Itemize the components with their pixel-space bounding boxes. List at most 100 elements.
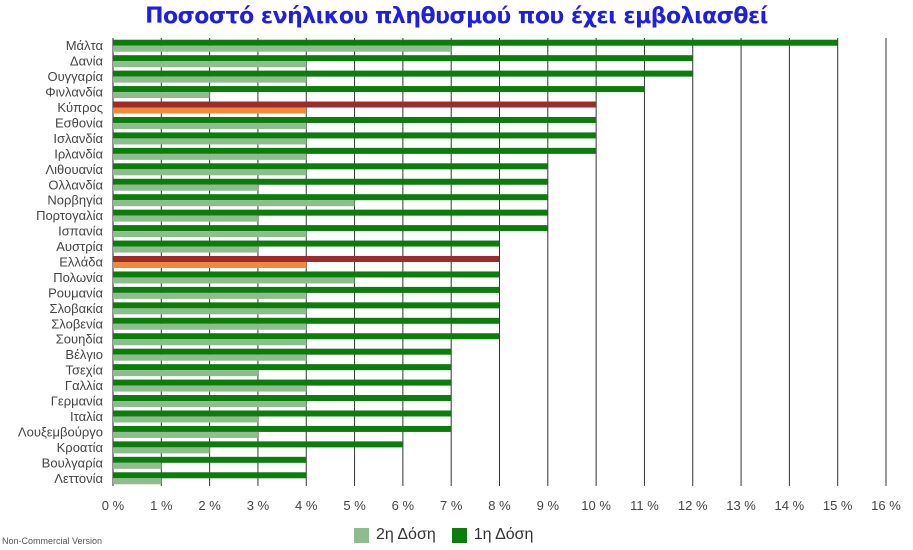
bar-dose2[interactable] bbox=[113, 401, 307, 408]
bar-dose2[interactable] bbox=[113, 262, 307, 268]
bar-dose1[interactable] bbox=[113, 256, 500, 262]
category-label: Γερμανία bbox=[51, 394, 104, 409]
category-labels: ΜάλταΔανίαΟυγγαρίαΦινλανδίαΚύπροςΕσθονία… bbox=[18, 38, 104, 486]
bar-dose1[interactable] bbox=[113, 348, 452, 355]
x-tick-label: 8 % bbox=[488, 498, 511, 513]
bar-dose1[interactable] bbox=[113, 163, 548, 170]
bar-dose2[interactable] bbox=[113, 431, 258, 438]
x-tick-label: 7 % bbox=[440, 498, 463, 513]
bar-dose1[interactable] bbox=[113, 425, 452, 432]
bar-dose2[interactable] bbox=[113, 416, 258, 423]
bar-dose1[interactable] bbox=[113, 271, 500, 278]
bar-dose1[interactable] bbox=[113, 132, 597, 139]
category-label: Ιρλανδία bbox=[54, 146, 103, 161]
bar-dose1[interactable] bbox=[113, 456, 307, 463]
bar-dose1[interactable] bbox=[113, 302, 500, 309]
bar-dose2[interactable] bbox=[113, 76, 307, 83]
category-label: Κύπρος bbox=[57, 100, 103, 115]
bar-dose2[interactable] bbox=[113, 323, 307, 330]
category-label: Πολωνία bbox=[53, 270, 103, 285]
bar-dose2[interactable] bbox=[113, 478, 162, 485]
bar-dose2[interactable] bbox=[113, 277, 355, 284]
category-label: Πορτογαλία bbox=[36, 208, 103, 223]
x-tick-label: 0 % bbox=[102, 498, 125, 513]
bar-dose2[interactable] bbox=[113, 339, 307, 346]
bar-dose2[interactable] bbox=[113, 354, 307, 361]
legend-label-dose1: 1η Δόση bbox=[473, 526, 534, 543]
bar-dose2[interactable] bbox=[113, 447, 210, 454]
bar-dose1[interactable] bbox=[113, 240, 500, 247]
category-label: Νορβηγία bbox=[47, 193, 103, 208]
bar-dose2[interactable] bbox=[113, 45, 452, 52]
category-label: Ελλάδα bbox=[59, 255, 103, 270]
bar-dose1[interactable] bbox=[113, 286, 500, 293]
bar-dose2[interactable] bbox=[113, 385, 307, 392]
category-label: Σλοβακία bbox=[50, 301, 104, 316]
x-tick-label: 14 % bbox=[775, 498, 805, 513]
x-tick-label: 9 % bbox=[537, 498, 560, 513]
bar-dose1[interactable] bbox=[113, 101, 597, 108]
category-label: Λουξεμβούργο bbox=[18, 424, 103, 439]
bar-dose2[interactable] bbox=[113, 215, 258, 222]
category-label: Σλοβενία bbox=[51, 316, 103, 331]
bar-dose1[interactable] bbox=[113, 379, 452, 386]
bar-dose1[interactable] bbox=[113, 395, 452, 402]
bar-dose2[interactable] bbox=[113, 107, 307, 114]
bar-dose2[interactable] bbox=[113, 153, 307, 160]
bar-dose2[interactable] bbox=[113, 61, 307, 68]
legend-item-dose1[interactable]: 1η Δόση bbox=[451, 526, 534, 544]
category-label: Λεττονία bbox=[54, 471, 103, 486]
bar-dose2[interactable] bbox=[113, 200, 355, 207]
category-label: Ισπανία bbox=[58, 224, 103, 239]
bars bbox=[113, 39, 838, 485]
legend-item-dose2[interactable]: 2η Δόση bbox=[354, 526, 436, 544]
bar-dose2[interactable] bbox=[113, 184, 258, 191]
bar-dose1[interactable] bbox=[113, 333, 500, 340]
bar-dose2[interactable] bbox=[113, 122, 307, 129]
bar-dose1[interactable] bbox=[113, 55, 693, 62]
category-label: Λιθουανία bbox=[45, 162, 103, 177]
bar-dose1[interactable] bbox=[113, 441, 403, 448]
bar-dose1[interactable] bbox=[113, 116, 597, 123]
bar-dose1[interactable] bbox=[113, 86, 645, 93]
bar-dose1[interactable] bbox=[113, 70, 693, 77]
bar-dose1[interactable] bbox=[113, 317, 500, 324]
x-tick-label: 1 % bbox=[150, 498, 173, 513]
category-label: Βέλγιο bbox=[65, 347, 103, 362]
bar-dose2[interactable] bbox=[113, 292, 307, 299]
bar-dose1[interactable] bbox=[113, 194, 548, 201]
watermark-text: Non-Commercial Version bbox=[2, 536, 103, 546]
bar-dose2[interactable] bbox=[113, 138, 307, 145]
bar-dose1[interactable] bbox=[113, 178, 548, 185]
category-label: Ισλανδία bbox=[53, 131, 103, 146]
x-tick-label: 15 % bbox=[823, 498, 853, 513]
category-label: Τσεχία bbox=[65, 363, 103, 378]
x-tick-label: 3 % bbox=[247, 498, 270, 513]
category-label: Μάλτα bbox=[66, 38, 104, 53]
bar-dose1[interactable] bbox=[113, 39, 838, 46]
bar-dose1[interactable] bbox=[113, 209, 548, 216]
x-tick-label: 5 % bbox=[343, 498, 366, 513]
bar-dose2[interactable] bbox=[113, 462, 162, 469]
category-label: Εσθονία bbox=[55, 115, 104, 130]
x-tick-label: 10 % bbox=[581, 498, 611, 513]
bar-dose1[interactable] bbox=[113, 410, 452, 417]
bar-dose2[interactable] bbox=[113, 231, 307, 238]
bar-dose2[interactable] bbox=[113, 370, 258, 377]
x-tick-label: 16 % bbox=[871, 498, 901, 513]
bar-dose2[interactable] bbox=[113, 246, 258, 253]
x-tick-label: 13 % bbox=[726, 498, 756, 513]
x-tick-label: 4 % bbox=[295, 498, 318, 513]
bar-dose2[interactable] bbox=[113, 308, 307, 315]
bar-dose1[interactable] bbox=[113, 225, 548, 232]
bar-dose1[interactable] bbox=[113, 147, 597, 154]
category-label: Ουγγαρία bbox=[47, 69, 103, 84]
bar-dose1[interactable] bbox=[113, 472, 307, 479]
category-label: Γαλλία bbox=[65, 378, 104, 393]
category-label: Βουλγαρία bbox=[42, 455, 104, 470]
x-tick-label: 11 % bbox=[630, 498, 659, 513]
bar-dose2[interactable] bbox=[113, 169, 307, 176]
bar-dose2[interactable] bbox=[113, 92, 210, 99]
category-label: Σουηδία bbox=[56, 332, 104, 347]
bar-dose1[interactable] bbox=[113, 364, 452, 371]
